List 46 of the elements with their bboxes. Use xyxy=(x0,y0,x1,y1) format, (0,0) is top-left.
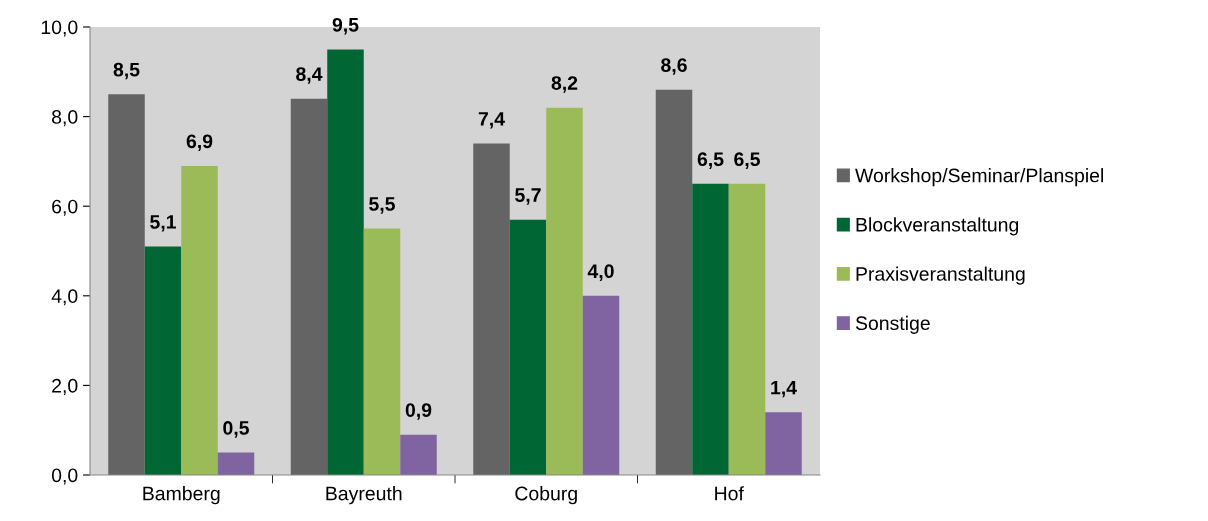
data-label: 5,7 xyxy=(515,188,541,205)
bar xyxy=(108,94,145,475)
data-label: 9,5 xyxy=(332,17,359,35)
bar xyxy=(400,434,437,475)
data-label: 0,9 xyxy=(405,403,432,420)
x-tick-label: Coburg xyxy=(515,486,577,505)
y-tick-label: 0,0 xyxy=(51,468,78,485)
x-tick-label: Bamberg xyxy=(143,486,220,505)
data-label: 8,2 xyxy=(551,76,578,93)
bar xyxy=(327,49,364,475)
y-tick-label: 4,0 xyxy=(51,289,78,306)
y-tick-label: 6,0 xyxy=(52,199,78,216)
data-label: 8,5 xyxy=(113,62,140,80)
legend-label: Praxisveranstaltung xyxy=(856,266,1025,285)
bar xyxy=(181,165,218,475)
y-tick-label: 2,0 xyxy=(52,378,78,395)
bar xyxy=(473,143,510,475)
data-label: 5,5 xyxy=(369,197,395,214)
data-label: 7,4 xyxy=(478,112,505,129)
bar xyxy=(290,98,328,475)
data-label: 6,5 xyxy=(697,152,724,169)
legend-label: Workshop/Seminar/Planspiel xyxy=(855,168,1103,187)
data-label: 6,5 xyxy=(734,152,760,169)
bar xyxy=(582,295,620,475)
bar xyxy=(765,412,802,475)
y-tick-label: 10,0 xyxy=(41,20,78,37)
bar xyxy=(655,89,693,475)
data-label: 8,4 xyxy=(296,67,323,84)
x-tick-label: Hof xyxy=(715,486,744,501)
bar xyxy=(692,183,729,475)
bar xyxy=(363,228,401,475)
bar xyxy=(546,107,583,475)
y-tick-label: 8,0 xyxy=(52,110,78,127)
x-tick-label: Bayreuth xyxy=(326,486,402,505)
bar xyxy=(144,246,182,475)
data-label: 4,0 xyxy=(587,264,614,281)
legend-label: Blockveranstaltung xyxy=(856,217,1019,236)
data-label: 1,4 xyxy=(771,380,797,398)
data-label: 8,6 xyxy=(661,58,687,75)
data-label: 0,5 xyxy=(223,421,249,438)
bar xyxy=(509,219,547,475)
bar xyxy=(217,452,255,475)
bar xyxy=(728,183,766,475)
legend-label: Sonstige xyxy=(855,315,930,334)
data-label: 6,9 xyxy=(186,134,213,151)
data-label: 5,1 xyxy=(150,215,176,232)
